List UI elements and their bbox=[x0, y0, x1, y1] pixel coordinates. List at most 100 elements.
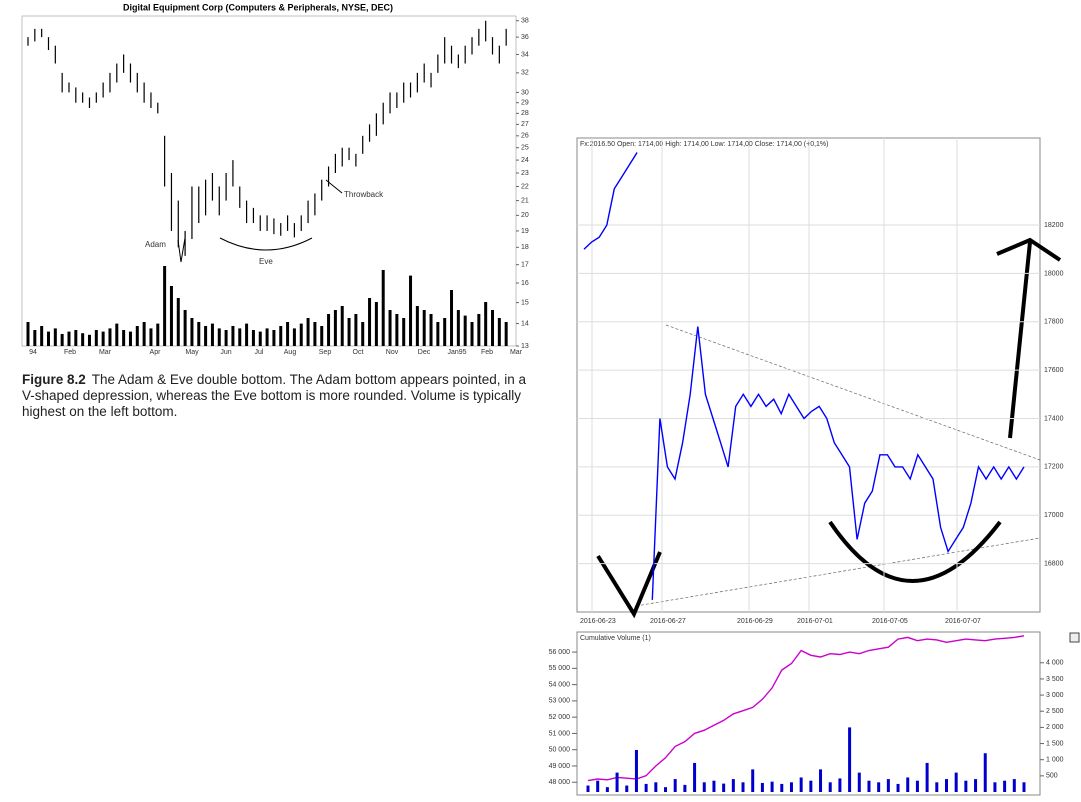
volume-bar bbox=[625, 785, 629, 792]
volume-bar bbox=[231, 326, 235, 346]
volume-bar bbox=[993, 782, 997, 792]
y-tick-label: 53 000 bbox=[549, 698, 571, 705]
volume-bar bbox=[456, 310, 460, 346]
volume-bar bbox=[374, 302, 378, 346]
volume-bar bbox=[142, 322, 146, 346]
caption-text: The Adam & Eve double bottom. The Adam b… bbox=[22, 372, 527, 419]
volume-bar bbox=[210, 323, 214, 346]
volume-bar bbox=[780, 783, 784, 792]
volume-bar bbox=[964, 780, 968, 792]
volume-bar bbox=[702, 782, 706, 792]
volume-bar bbox=[94, 330, 98, 346]
y-tick-label: 17800 bbox=[1044, 319, 1064, 326]
y-tick-label: 36 bbox=[521, 34, 529, 41]
y-tick-label: 16800 bbox=[1044, 560, 1064, 567]
x-tick-label: 2016-06-23 bbox=[580, 618, 616, 625]
y-tick-label: 55 000 bbox=[549, 665, 571, 672]
volume-bar bbox=[204, 326, 208, 346]
y-tick-label: 38 bbox=[521, 18, 529, 25]
volume-bar bbox=[770, 781, 774, 792]
x-tick-label: Apr bbox=[150, 349, 162, 356]
volume-bar bbox=[1003, 780, 1007, 792]
volume-bar bbox=[265, 328, 269, 346]
volume-bar bbox=[857, 772, 861, 792]
y-tick-label: 17000 bbox=[1044, 512, 1064, 519]
y-tick-label: 18000 bbox=[1044, 270, 1064, 277]
figure-label: Figure 8.2 bbox=[22, 372, 86, 387]
volume-bar bbox=[53, 328, 57, 346]
volume-bar bbox=[395, 314, 399, 346]
volume-bar bbox=[409, 275, 413, 346]
x-tick-label: Mar bbox=[99, 349, 112, 356]
volume-bar bbox=[915, 780, 919, 792]
volume-bar bbox=[46, 331, 50, 346]
y-tick-label: 30 bbox=[521, 89, 529, 96]
volume-bar bbox=[644, 783, 648, 792]
volume-bar bbox=[877, 782, 881, 792]
volume-bar bbox=[848, 727, 852, 792]
x-tick-label: Oct bbox=[353, 349, 364, 356]
volume-bar bbox=[497, 318, 501, 346]
volume-bar bbox=[634, 750, 638, 792]
volume-bar bbox=[741, 782, 745, 792]
annotation: Eve bbox=[259, 257, 273, 266]
y-tick-label: 51 000 bbox=[549, 730, 571, 737]
volume-bar bbox=[731, 779, 735, 792]
volume-bar bbox=[33, 330, 37, 346]
volume-bar bbox=[605, 787, 609, 792]
volume-bar bbox=[664, 787, 668, 792]
volume-bar bbox=[463, 315, 467, 346]
x-tick-label: Dec bbox=[418, 349, 431, 356]
volume-bar bbox=[828, 782, 832, 792]
volume-bar bbox=[1012, 779, 1016, 792]
x-tick-label: Nov bbox=[386, 349, 399, 356]
volume-bar bbox=[176, 298, 180, 346]
volume-bar bbox=[477, 314, 481, 346]
chart-title: Digital Equipment Corp (Computers & Peri… bbox=[123, 2, 393, 12]
volume-bar bbox=[388, 310, 392, 346]
y-tick-label: 52 000 bbox=[549, 714, 571, 721]
volume-bar bbox=[292, 328, 296, 346]
cumulative-line bbox=[587, 635, 1025, 782]
volume-bar bbox=[26, 322, 30, 346]
close-button[interactable] bbox=[1069, 632, 1080, 643]
volume-bar bbox=[484, 302, 488, 346]
y-tick-label: 26 bbox=[521, 133, 529, 140]
volume-bar bbox=[87, 334, 91, 346]
volume-bar bbox=[751, 769, 755, 792]
y-tick-label: 18200 bbox=[1044, 222, 1064, 229]
y-tick-label: 17600 bbox=[1044, 367, 1064, 374]
up-arrow-sketch bbox=[996, 237, 1062, 439]
y-tick-label: 15 bbox=[521, 299, 529, 306]
y2-tick-label: 1 000 bbox=[1046, 757, 1064, 764]
volume-bar bbox=[115, 323, 119, 346]
volume-bar bbox=[60, 334, 64, 346]
x-tick-label: May bbox=[185, 349, 199, 356]
volume-bar bbox=[149, 328, 153, 346]
volume-bar bbox=[596, 780, 600, 792]
y-tick-label: 19 bbox=[521, 228, 529, 235]
annotation: Throwback bbox=[344, 190, 384, 199]
volume-bar bbox=[906, 777, 910, 792]
volume-bar bbox=[983, 753, 987, 792]
y-tick-label: 18 bbox=[521, 244, 529, 251]
volume-bar bbox=[954, 772, 958, 792]
volume-bar bbox=[135, 326, 139, 346]
volume-bar bbox=[320, 326, 324, 346]
x-tick-label: Feb bbox=[64, 349, 76, 356]
volume-bar bbox=[673, 779, 677, 792]
volume-bar bbox=[347, 318, 351, 346]
volume-bar bbox=[313, 322, 317, 346]
volume-bar bbox=[722, 783, 726, 792]
adam-arrow bbox=[177, 237, 186, 263]
volume-bar bbox=[799, 777, 803, 792]
x-tick-label: Aug bbox=[284, 349, 297, 356]
x-tick-label: Mar bbox=[510, 349, 523, 356]
volume-bar bbox=[615, 772, 619, 792]
volume-bar bbox=[683, 784, 687, 792]
volume-bar bbox=[886, 779, 890, 792]
volume-bar bbox=[368, 298, 372, 346]
volume-bar bbox=[712, 780, 716, 792]
eve-arc bbox=[219, 237, 313, 251]
